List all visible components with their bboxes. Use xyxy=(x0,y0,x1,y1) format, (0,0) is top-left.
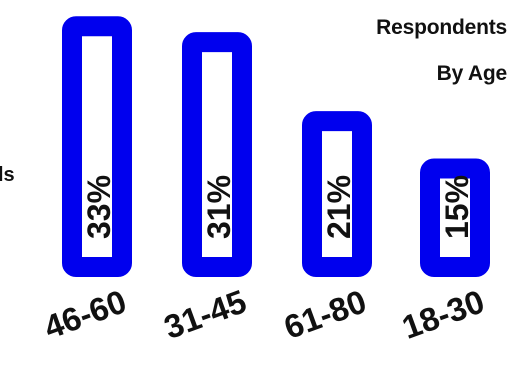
chart-title-line-1: Respondents xyxy=(376,16,507,39)
category-label: 61-80 xyxy=(279,282,371,346)
bar xyxy=(182,32,252,277)
bar-value-label: 15% xyxy=(439,175,475,239)
chart-title-line-2: By Age xyxy=(436,62,508,85)
bar-value-label: 33% xyxy=(81,175,117,239)
bar-value-label: 21% xyxy=(321,175,357,239)
cropped-side-label: ls xyxy=(0,164,15,186)
bar-group-18-30: 15% 18-30 xyxy=(397,158,490,346)
category-label: 46-60 xyxy=(39,282,131,346)
bar xyxy=(62,16,132,277)
category-label: 18-30 xyxy=(397,282,489,346)
bar-group-31-45: 31% 31-45 xyxy=(159,32,252,346)
bar-group-61-80: 21% 61-80 xyxy=(279,111,372,346)
bar-group-46-60: 33% 46-60 xyxy=(39,16,132,346)
bar xyxy=(420,158,490,277)
bar xyxy=(302,111,372,277)
bar-value-label: 31% xyxy=(201,175,237,239)
category-label: 31-45 xyxy=(159,282,251,346)
